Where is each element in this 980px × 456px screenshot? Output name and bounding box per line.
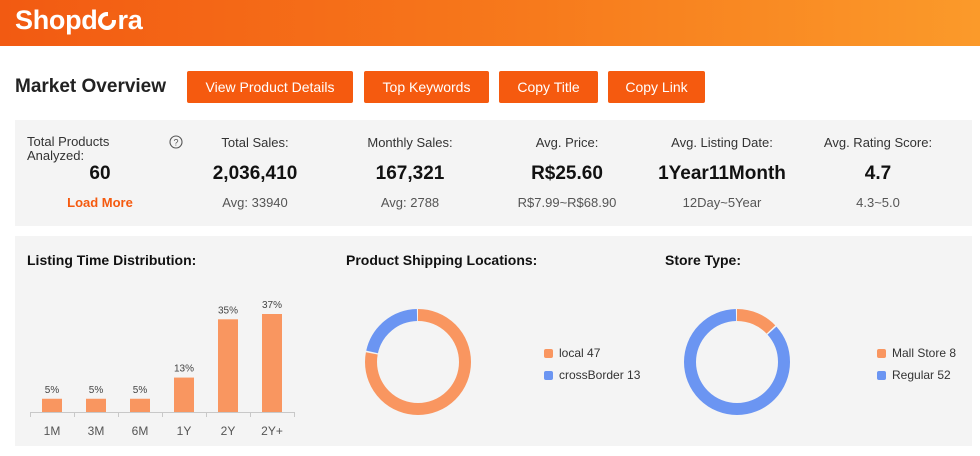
- stat-avg-rating-label: Avg. Rating Score:: [823, 135, 933, 150]
- bar-value-label: 13%: [174, 364, 194, 375]
- listing-time-bar-chart: 5% 1M 5% 3M 5% 6M 13% 1Y 35% 2Y 37% 2Y+: [30, 300, 295, 438]
- copy-link-button[interactable]: Copy Link: [608, 71, 705, 103]
- bar-value-label: 5%: [89, 385, 104, 396]
- x-tick-label: 6M: [132, 424, 149, 438]
- legend-item-mall-store[interactable]: Mall Store 8: [877, 342, 956, 364]
- stat-avg-rating: Avg. Rating Score: 4.7 4.3~5.0: [808, 120, 948, 226]
- x-tick-label: 3M: [88, 424, 105, 438]
- store-type-donut-chart: [684, 309, 790, 415]
- shopdora-logo[interactable]: Shopd ra: [15, 5, 143, 35]
- bar-value-label: 5%: [133, 385, 148, 396]
- stat-monthly-sales: Monthly Sales: 167,321 Avg: 2788: [340, 120, 480, 226]
- bar-value-label: 5%: [45, 385, 60, 396]
- legend-swatch: [544, 348, 553, 358]
- stats-panel: Total Products Analyzed: ? 60 Load More …: [15, 120, 972, 226]
- stat-total-products-label: Total Products Analyzed:: [27, 134, 110, 163]
- load-more-link[interactable]: Load More: [67, 195, 133, 210]
- store-type-chart-title: Store Type:: [665, 252, 741, 268]
- shipping-locations-chart-title: Product Shipping Locations:: [346, 252, 538, 268]
- bar-3M[interactable]: [86, 398, 106, 412]
- stat-avg-price-label: Avg. Price:: [535, 135, 599, 150]
- copy-title-button[interactable]: Copy Title: [499, 71, 598, 103]
- legend-item-local[interactable]: local 47: [544, 342, 640, 364]
- view-product-details-button[interactable]: View Product Details: [187, 71, 353, 103]
- question-circle-icon[interactable]: ?: [169, 135, 183, 149]
- stat-avg-rating-range: 4.3~5.0: [856, 195, 900, 210]
- x-tick-label: 2Y+: [261, 424, 283, 438]
- stat-total-products-value: 60: [89, 163, 111, 184]
- legend-item-regular[interactable]: Regular 52: [877, 364, 956, 386]
- top-keywords-button[interactable]: Top Keywords: [364, 71, 489, 103]
- stat-avg-listing-date-range: 12Day~5Year: [682, 195, 762, 210]
- bar-value-label: 35%: [218, 305, 238, 316]
- shipping-locations-legend: local 47 crossBorder 13: [544, 342, 640, 386]
- logo-o-icon: [98, 12, 117, 30]
- charts-panel: Listing Time Distribution: 5% 1M 5% 3M 5% 6M 1…: [15, 236, 972, 446]
- store-type-legend: Mall Store 8 Regular 52: [877, 342, 956, 386]
- app-header: Shopd ra: [0, 0, 980, 46]
- stat-total-sales: Total Sales: 2,036,410 Avg: 33940: [185, 120, 325, 226]
- stat-monthly-sales-value: 167,321: [375, 163, 445, 184]
- legend-swatch: [877, 370, 886, 380]
- svg-text:?: ?: [173, 137, 178, 147]
- stat-avg-price-range: R$7.99~R$68.90: [517, 195, 617, 210]
- x-tick-label: 1Y: [177, 424, 192, 438]
- listing-time-chart-title: Listing Time Distribution:: [27, 252, 197, 268]
- stat-avg-price-value: R$25.60: [531, 163, 603, 184]
- shipping-locations-donut-chart: [365, 309, 471, 415]
- bar-6M[interactable]: [130, 398, 150, 412]
- legend-swatch: [877, 348, 886, 358]
- bar-value-label: 37%: [262, 300, 282, 311]
- stat-avg-price: Avg. Price: R$25.60 R$7.99~R$68.90: [497, 120, 637, 226]
- bar-2Y+[interactable]: [262, 314, 282, 412]
- stat-avg-rating-value: 4.7: [864, 163, 892, 184]
- donut-slice-local[interactable]: [365, 309, 471, 415]
- stat-avg-listing-date-value: 1Year11Month: [658, 163, 786, 184]
- bar-1Y[interactable]: [174, 377, 194, 412]
- legend-item-crossborder[interactable]: crossBorder 13: [544, 364, 640, 386]
- stat-total-products: Total Products Analyzed: ? 60 Load More: [15, 120, 185, 226]
- stat-total-sales-label: Total Sales:: [221, 135, 289, 150]
- legend-swatch: [544, 370, 553, 380]
- donut-slice-mall-store[interactable]: [684, 309, 790, 415]
- bar-2Y[interactable]: [218, 319, 238, 412]
- stat-avg-listing-date-label: Avg. Listing Date:: [671, 135, 773, 150]
- stat-monthly-sales-label: Monthly Sales:: [367, 135, 453, 150]
- stat-total-sales-avg: Avg: 33940: [222, 195, 288, 210]
- donut-slice-regular[interactable]: [684, 309, 790, 415]
- x-tick-label: 1M: [44, 424, 61, 438]
- x-tick-label: 2Y: [221, 424, 236, 438]
- bar-1M[interactable]: [42, 398, 62, 412]
- page-title: Market Overview: [15, 76, 167, 97]
- stat-avg-listing-date: Avg. Listing Date: 1Year11Month 12Day~5Y…: [652, 120, 792, 226]
- stat-total-sales-value: 2,036,410: [212, 163, 298, 184]
- stat-monthly-sales-avg: Avg: 2788: [380, 195, 440, 210]
